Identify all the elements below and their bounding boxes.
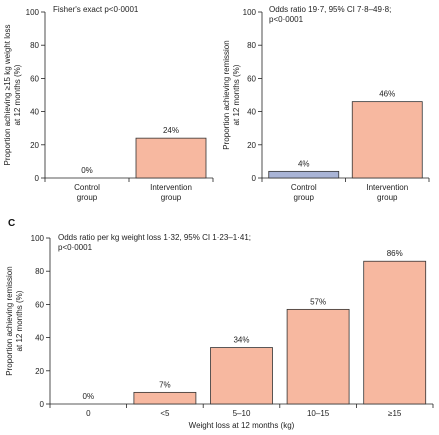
data-label: 0% xyxy=(83,392,95,401)
category-label: group xyxy=(161,193,182,202)
chart-panel-1: 0204060801000%Controlgroup24%Interventio… xyxy=(3,5,214,202)
y-tick-label: 80 xyxy=(247,41,256,50)
x-axis-label: Weight loss at 12 months (kg) xyxy=(189,421,295,430)
annotation: Odds ratio per kg weight loss 1·32, 95% … xyxy=(58,233,251,242)
data-label: 0% xyxy=(81,166,93,175)
bar xyxy=(363,260,427,405)
y-tick-label: 40 xyxy=(30,108,39,117)
bar xyxy=(268,170,340,179)
y-tick-label: 40 xyxy=(247,108,256,117)
y-tick-label: 60 xyxy=(247,74,256,83)
category-label: 0 xyxy=(86,409,91,418)
y-axis-label: Proportion achieving remissionat 12 mont… xyxy=(222,40,241,149)
y-tick-label: 20 xyxy=(35,367,44,376)
y-tick-label: 100 xyxy=(243,8,257,17)
y-tick-label: 40 xyxy=(35,334,44,343)
bar xyxy=(351,101,423,179)
y-axis-label-line: at 12 months (%) xyxy=(232,64,241,125)
y-axis-label: Proportion achieving remissionat 12 mont… xyxy=(5,266,24,375)
y-axis-label-line: at 12 months (%) xyxy=(15,290,24,351)
chart-panel-2: 0204060801004%Controlgroup46%Interventio… xyxy=(222,5,430,202)
data-label: 24% xyxy=(163,126,179,135)
y-tick-label: 20 xyxy=(247,141,256,150)
y-axis-label-line: at 12 months (%) xyxy=(13,64,22,125)
annotation: p<0·0001 xyxy=(58,243,93,252)
bar xyxy=(210,347,273,405)
y-tick-label: 80 xyxy=(30,41,39,50)
y-tick-label: 80 xyxy=(35,267,44,276)
y-tick-label: 100 xyxy=(31,234,45,243)
bar xyxy=(135,137,207,179)
y-tick-label: 60 xyxy=(35,300,44,309)
annotation: Fisher's exact p<0·0001 xyxy=(53,5,139,14)
bar xyxy=(286,308,350,405)
y-axis-label-line: Proportion achieving ≥15 kg weight loss xyxy=(3,25,12,166)
data-label: 46% xyxy=(379,90,395,99)
y-tick-label: 60 xyxy=(30,74,39,83)
category-label: Control xyxy=(291,183,317,192)
y-axis-label-line: Proportion achieving remission xyxy=(5,266,14,375)
category-label: Intervention xyxy=(366,183,408,192)
category-label: group xyxy=(377,193,398,202)
y-tick-label: 100 xyxy=(26,8,40,17)
data-label: 34% xyxy=(233,336,249,345)
category-label: group xyxy=(294,193,315,202)
data-label: 57% xyxy=(310,297,326,306)
category-label: Intervention xyxy=(150,183,192,192)
category-label: 10–15 xyxy=(307,409,330,418)
y-tick-label: 0 xyxy=(252,174,257,183)
y-axis-label-line: Proportion achieving remission xyxy=(222,40,231,149)
annotation: Odds ratio 19·7, 95% CI 7·8–49·8; xyxy=(269,5,391,14)
category-label: Control xyxy=(74,183,100,192)
data-label: 7% xyxy=(159,380,171,389)
y-axis-label: Proportion achieving ≥15 kg weight lossa… xyxy=(3,25,22,166)
category-label: 5–10 xyxy=(233,409,251,418)
y-tick-label: 0 xyxy=(35,174,40,183)
data-label: 4% xyxy=(298,159,310,168)
category-label: <5 xyxy=(160,409,170,418)
category-label: group xyxy=(77,193,98,202)
bar xyxy=(133,391,197,405)
chart-panel-3: C 0 20 40 60 80 100 0% 0 7% <5 34% 5–10 57% 10–15 86% ≥1… xyxy=(5,218,434,430)
annotation: p<0·0001 xyxy=(269,15,304,24)
data-label: 86% xyxy=(387,249,403,258)
y-tick-label: 20 xyxy=(30,141,39,150)
category-label: ≥15 xyxy=(388,409,402,418)
y-tick-label: 0 xyxy=(40,400,45,409)
panel-label: C xyxy=(8,218,15,229)
